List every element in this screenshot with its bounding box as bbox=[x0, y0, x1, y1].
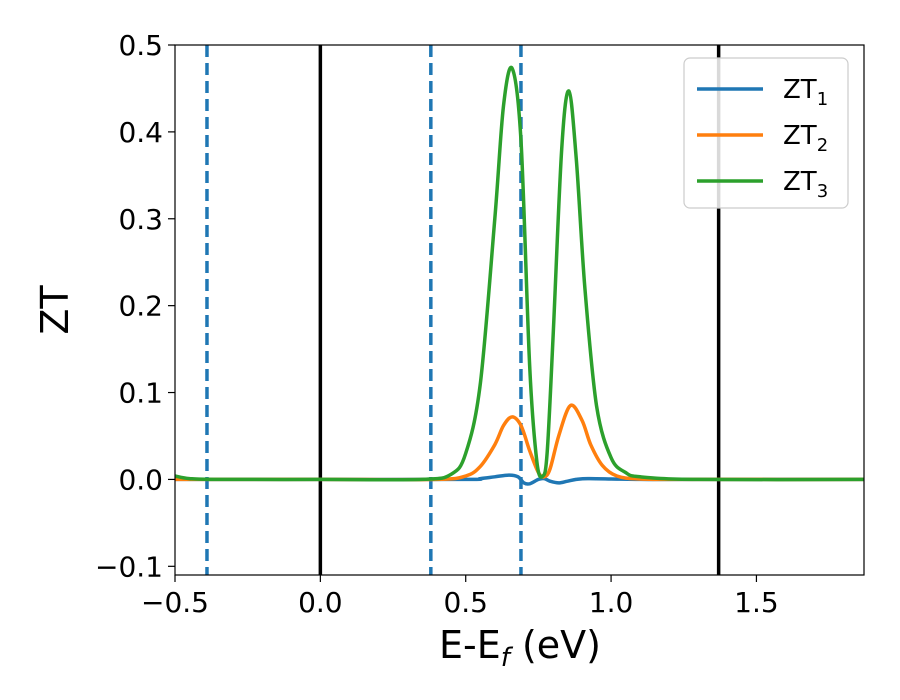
plot-frame bbox=[174, 44, 865, 576]
x-tick-label: 1.5 bbox=[734, 586, 779, 619]
x-axis-label: E-Ef (eV) bbox=[439, 623, 601, 673]
x-tick-label: 0.5 bbox=[443, 586, 488, 619]
y-tick-label: 0.4 bbox=[118, 116, 163, 149]
x-tick-label: 0.0 bbox=[298, 586, 343, 619]
x-axis-label-unit: (eV) bbox=[510, 623, 601, 667]
y-tick-label: 0.5 bbox=[118, 29, 163, 62]
y-axis-label: ZT bbox=[33, 285, 77, 335]
y-tick-label: 0.2 bbox=[118, 290, 163, 323]
x-axis-label-main: E-E bbox=[439, 623, 501, 667]
data-series bbox=[174, 65, 865, 486]
series-line-zt3 bbox=[174, 65, 865, 482]
legend-label-zt1: ZT1 bbox=[783, 75, 828, 110]
legend-label-zt3: ZT3 bbox=[783, 167, 828, 202]
x-tick-label: −0.5 bbox=[141, 586, 209, 619]
x-tick-label: 1.0 bbox=[589, 586, 634, 619]
legend-label-zt2: ZT2 bbox=[783, 121, 828, 156]
y-tick-label: 0.1 bbox=[118, 377, 163, 410]
legend-box bbox=[683, 57, 849, 209]
x-axis-ticks: −0.5 0.0 0.5 1.0 1.5 bbox=[141, 575, 779, 619]
y-tick-label: 0.0 bbox=[118, 463, 163, 496]
y-tick-label: −0.1 bbox=[95, 550, 163, 583]
y-tick-label: 0.3 bbox=[118, 203, 163, 236]
series-line-zt1 bbox=[175, 473, 864, 486]
legend-items: ZT1 ZT2 ZT3 bbox=[697, 75, 828, 202]
y-axis-ticks: −0.1 0.0 0.1 0.2 0.3 0.4 0.5 bbox=[95, 29, 175, 583]
legend: ZT1 ZT2 ZT3 bbox=[683, 57, 849, 209]
vertical-reference-lines bbox=[205, 45, 721, 575]
